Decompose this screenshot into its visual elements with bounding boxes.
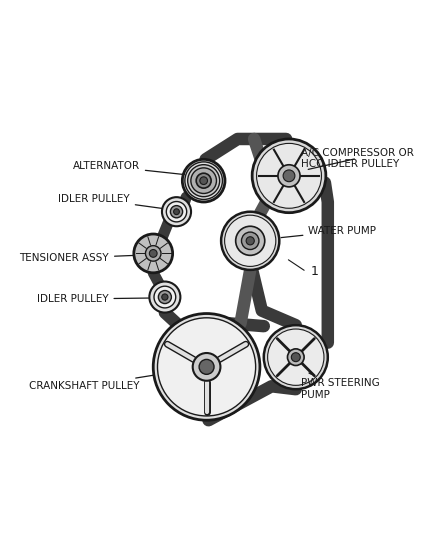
Circle shape [278, 165, 300, 187]
Text: PWR STEERING
PUMP: PWR STEERING PUMP [300, 373, 379, 400]
Circle shape [162, 197, 191, 226]
Circle shape [134, 234, 173, 273]
Circle shape [196, 173, 211, 188]
Circle shape [149, 281, 180, 312]
Circle shape [221, 212, 279, 270]
Text: WATER PUMP: WATER PUMP [281, 226, 376, 238]
Circle shape [185, 162, 223, 199]
Text: TENSIONER ASSY: TENSIONER ASSY [19, 253, 133, 263]
Circle shape [182, 159, 225, 202]
Text: IDLER PULLEY: IDLER PULLEY [58, 194, 162, 208]
Circle shape [199, 359, 214, 374]
Text: 1: 1 [311, 265, 318, 278]
Circle shape [154, 286, 176, 308]
Circle shape [225, 215, 276, 266]
Circle shape [268, 329, 324, 385]
Circle shape [287, 349, 304, 366]
Circle shape [166, 201, 187, 222]
Circle shape [252, 139, 326, 213]
Circle shape [257, 143, 321, 208]
Circle shape [145, 246, 161, 261]
Circle shape [291, 353, 300, 362]
Circle shape [193, 353, 220, 381]
Circle shape [158, 318, 256, 416]
Text: CRANKSHAFT PULLEY: CRANKSHAFT PULLEY [29, 375, 154, 391]
Text: IDLER PULLEY: IDLER PULLEY [37, 294, 148, 304]
Text: A/C COMPRESSOR OR
HCO IDLER PULLEY: A/C COMPRESSOR OR HCO IDLER PULLEY [300, 148, 413, 169]
Circle shape [241, 232, 259, 249]
Circle shape [264, 325, 328, 389]
Circle shape [283, 170, 295, 182]
Circle shape [162, 294, 168, 300]
Circle shape [236, 226, 265, 255]
Circle shape [187, 165, 220, 197]
Circle shape [246, 237, 254, 245]
Circle shape [149, 249, 157, 257]
Circle shape [200, 177, 208, 184]
Circle shape [170, 206, 183, 218]
Circle shape [159, 290, 171, 304]
Text: ALTERNATOR: ALTERNATOR [73, 161, 184, 174]
Circle shape [191, 168, 216, 193]
Circle shape [153, 313, 260, 420]
Circle shape [173, 209, 180, 215]
